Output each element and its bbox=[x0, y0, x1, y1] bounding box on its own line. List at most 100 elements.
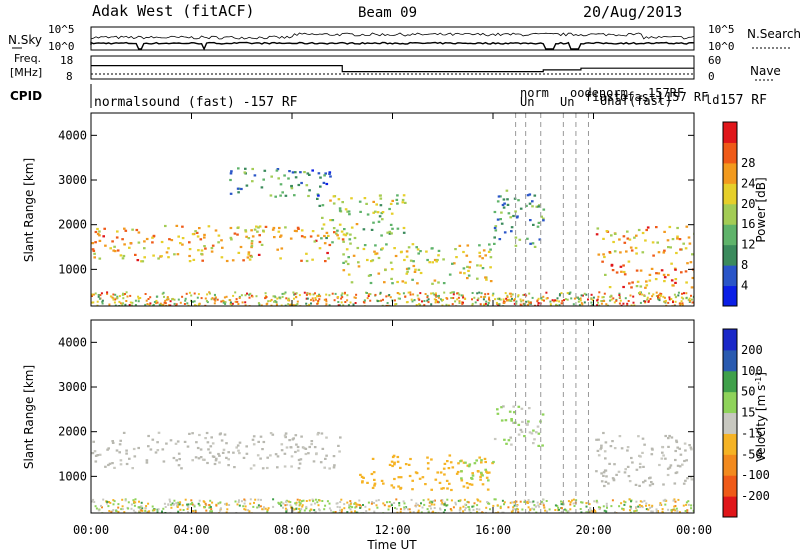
data-cell bbox=[453, 262, 456, 265]
data-cell bbox=[396, 280, 399, 284]
data-cell bbox=[194, 456, 198, 459]
data-cell bbox=[112, 249, 115, 252]
clutter-cell bbox=[188, 291, 191, 294]
clutter-cell bbox=[548, 508, 551, 511]
data-cell bbox=[128, 457, 131, 460]
clutter-cell bbox=[647, 299, 650, 302]
data-cell bbox=[213, 462, 217, 466]
clutter-cell bbox=[528, 301, 531, 304]
clutter-cell bbox=[204, 297, 207, 300]
data-cell bbox=[180, 467, 183, 470]
data-cell bbox=[257, 226, 260, 229]
clutter-cell bbox=[511, 501, 514, 504]
clutter-cell bbox=[683, 292, 685, 295]
clutter-cell bbox=[341, 296, 344, 299]
clutter-cell bbox=[610, 505, 613, 508]
data-cell bbox=[662, 483, 665, 486]
clutter-cell bbox=[362, 504, 364, 506]
data-cell bbox=[332, 227, 336, 230]
data-cell bbox=[470, 483, 474, 486]
clutter-cell bbox=[488, 502, 491, 505]
clutter-cell bbox=[396, 292, 399, 294]
data-cell bbox=[125, 449, 128, 452]
data-cell bbox=[507, 439, 511, 442]
clutter-cell bbox=[403, 508, 406, 511]
clutter-cell bbox=[450, 509, 453, 512]
clutter-cell bbox=[628, 498, 631, 501]
clutter-cell bbox=[535, 511, 538, 513]
data-cell bbox=[399, 487, 402, 490]
clutter-cell bbox=[116, 295, 119, 298]
data-cell bbox=[464, 461, 467, 464]
data-cell bbox=[317, 431, 320, 435]
clutter-cell bbox=[412, 511, 415, 513]
data-cell bbox=[448, 454, 452, 457]
clutter-cell bbox=[690, 298, 693, 301]
data-cell bbox=[409, 457, 412, 461]
data-cell bbox=[239, 245, 243, 249]
data-cell bbox=[250, 240, 254, 243]
data-cell bbox=[467, 269, 470, 272]
clutter-cell bbox=[646, 296, 649, 299]
clutter-cell bbox=[554, 299, 557, 302]
data-cell bbox=[426, 467, 430, 470]
data-cell bbox=[262, 229, 265, 232]
clutter-cell bbox=[620, 502, 623, 505]
data-cell bbox=[176, 440, 180, 443]
data-cell bbox=[349, 233, 352, 236]
data-cell bbox=[393, 477, 396, 481]
data-cell bbox=[249, 467, 253, 470]
clutter-cell bbox=[173, 499, 176, 502]
clutter-cell bbox=[381, 304, 384, 306]
data-cell bbox=[596, 449, 600, 452]
clutter-cell bbox=[663, 300, 666, 303]
clutter-cell bbox=[317, 504, 320, 507]
data-cell bbox=[225, 442, 228, 445]
data-cell bbox=[476, 277, 479, 280]
clutter-cell bbox=[585, 505, 588, 508]
data-cell bbox=[463, 272, 466, 275]
data-cell bbox=[496, 200, 500, 203]
clutter-cell bbox=[225, 503, 228, 506]
clutter-cell bbox=[502, 511, 505, 513]
data-cell bbox=[492, 460, 495, 464]
data-cell bbox=[466, 486, 470, 489]
clutter-cell bbox=[643, 499, 646, 502]
clutter-cell bbox=[279, 503, 282, 506]
clutter-cell bbox=[217, 502, 220, 505]
data-cell bbox=[641, 251, 645, 254]
clutter-cell bbox=[336, 502, 339, 505]
data-cell bbox=[245, 445, 248, 448]
clutter-cell bbox=[677, 291, 680, 294]
clutter-cell bbox=[545, 500, 548, 502]
data-cell bbox=[531, 242, 535, 245]
data-cell bbox=[604, 480, 608, 483]
data-cell bbox=[169, 439, 173, 442]
clutter-cell bbox=[572, 502, 575, 505]
data-cell bbox=[381, 218, 384, 221]
data-cell bbox=[395, 198, 399, 201]
data-cell bbox=[332, 202, 336, 205]
clutter-cell bbox=[624, 501, 627, 504]
data-cell bbox=[374, 210, 377, 213]
clutter-cell bbox=[179, 508, 182, 511]
data-cell bbox=[177, 235, 180, 238]
clutter-cell bbox=[429, 500, 432, 503]
data-cell bbox=[236, 226, 240, 229]
data-cell bbox=[671, 238, 675, 241]
data-cell bbox=[440, 487, 443, 490]
data-cell bbox=[279, 194, 282, 197]
clutter-cell bbox=[310, 302, 312, 305]
data-cell bbox=[357, 261, 360, 264]
clutter-cell bbox=[427, 298, 430, 301]
data-cell bbox=[527, 420, 530, 423]
clutter-cell bbox=[417, 297, 420, 300]
data-cell bbox=[379, 197, 383, 200]
colorbar-tick-label: 24 bbox=[741, 176, 755, 190]
clutter-cell bbox=[219, 507, 222, 510]
data-cell bbox=[458, 244, 462, 247]
clutter-cell bbox=[310, 298, 312, 301]
clutter-cell bbox=[153, 509, 156, 512]
data-cell bbox=[350, 281, 354, 284]
